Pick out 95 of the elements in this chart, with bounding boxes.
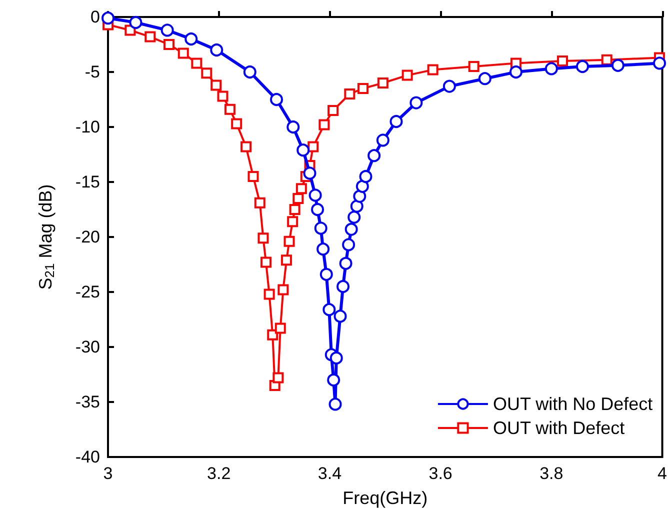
point — [344, 222, 358, 236]
point — [308, 141, 319, 152]
point — [292, 193, 304, 204]
point — [353, 190, 366, 203]
point — [402, 70, 413, 81]
point — [316, 242, 330, 256]
point — [267, 329, 278, 340]
point — [350, 200, 364, 213]
y-tick-label: -35 — [75, 392, 100, 412]
point — [368, 149, 381, 162]
point — [311, 203, 324, 216]
point — [289, 204, 300, 215]
point — [339, 256, 352, 270]
point — [296, 183, 307, 194]
point — [611, 58, 624, 72]
y-tick-label: -30 — [75, 338, 100, 356]
point — [544, 62, 558, 76]
point — [260, 256, 272, 268]
point — [322, 303, 336, 316]
point — [342, 238, 356, 252]
point — [327, 374, 340, 386]
y-tick-label: -40 — [75, 448, 100, 466]
point — [286, 120, 300, 134]
x-tick-label: 3.4 — [318, 464, 342, 483]
point — [270, 93, 283, 106]
point — [328, 398, 342, 411]
point — [296, 144, 310, 157]
point — [160, 24, 174, 37]
point — [191, 58, 202, 69]
x-tick-label: 3 — [103, 464, 113, 483]
point — [240, 141, 252, 152]
point — [248, 171, 259, 182]
point — [210, 80, 222, 91]
point — [303, 166, 316, 180]
point — [274, 322, 286, 334]
point — [308, 188, 322, 202]
point — [377, 78, 388, 88]
point — [314, 222, 328, 235]
point — [254, 197, 266, 208]
y-tick-label: -10 — [75, 118, 100, 136]
point — [576, 60, 589, 73]
point — [184, 32, 198, 46]
point — [330, 352, 343, 364]
x-axis-title: Freq(GHz) — [342, 488, 428, 508]
point — [653, 56, 666, 70]
y-axis-title: S21 Mag (dB) — [36, 184, 57, 290]
point — [102, 12, 114, 25]
point — [287, 216, 298, 228]
point — [376, 134, 390, 147]
point — [328, 105, 339, 116]
point — [210, 44, 224, 56]
legend-label: OUT with Defect — [492, 418, 625, 438]
y-tick-label: -20 — [75, 228, 100, 246]
point — [258, 232, 269, 244]
point — [224, 104, 236, 115]
y-tick-label: -25 — [75, 282, 100, 302]
point — [264, 288, 275, 300]
point — [442, 80, 456, 93]
point — [509, 66, 522, 78]
x-tick-label: 3.8 — [540, 464, 564, 483]
x-tick-label: 3.2 — [207, 464, 231, 483]
point — [129, 16, 142, 29]
legend-label: OUT with No Defect — [492, 394, 653, 414]
point — [320, 268, 333, 281]
point — [357, 83, 368, 94]
y-tick-label: -5 — [84, 62, 100, 82]
y-tick-label: 0 — [90, 8, 100, 26]
point — [178, 48, 189, 59]
point — [344, 88, 356, 100]
point — [601, 54, 612, 66]
point — [356, 180, 369, 193]
point — [557, 56, 568, 66]
point — [390, 115, 403, 128]
point — [278, 284, 289, 296]
point — [336, 280, 350, 293]
point — [334, 310, 347, 323]
x-tick-label: 4 — [658, 464, 668, 483]
point — [468, 61, 480, 72]
point — [272, 372, 284, 384]
point — [284, 236, 295, 247]
point — [478, 72, 492, 86]
x-tick-label: 3.6 — [428, 464, 452, 483]
point — [201, 68, 212, 79]
y-tick-label: -15 — [75, 172, 100, 192]
point — [359, 170, 372, 183]
point — [243, 66, 256, 78]
point — [427, 64, 438, 76]
point — [410, 96, 423, 110]
point — [144, 31, 156, 42]
point — [217, 90, 228, 102]
point — [280, 254, 292, 266]
point — [348, 210, 361, 224]
point — [318, 119, 330, 130]
point — [231, 118, 242, 130]
point — [163, 39, 174, 50]
